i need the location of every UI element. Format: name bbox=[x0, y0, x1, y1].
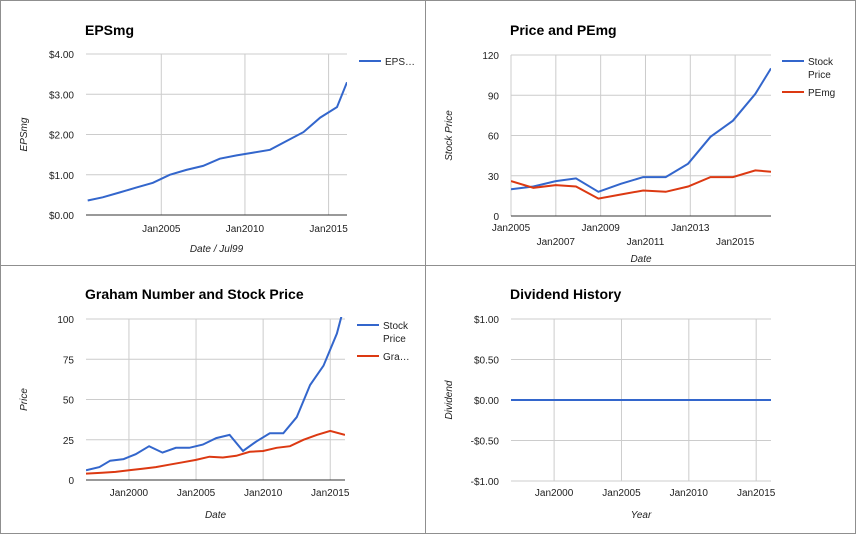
x-tick-label: Jan2009 bbox=[581, 223, 620, 234]
chart-dividend-history: Dividend History -$1.00 -$0.50 $0.00 $0.50 $1… bbox=[444, 286, 776, 521]
y-axis-label: EPSmg bbox=[19, 117, 30, 151]
y-tick-label: $4.00 bbox=[49, 50, 74, 61]
y-tick-label: -$0.50 bbox=[471, 437, 500, 448]
x-tick-label: Jan2005 bbox=[492, 223, 531, 234]
series-line-stock-price bbox=[86, 317, 343, 472]
y-tick-label: $2.00 bbox=[49, 131, 74, 142]
x-tick-label: Jan2000 bbox=[110, 488, 149, 499]
y-tick-label: 90 bbox=[488, 91, 500, 102]
x-tick-label: Jan2015 bbox=[309, 224, 348, 235]
series-line-stock-price bbox=[511, 67, 771, 193]
y-tick-label: 100 bbox=[57, 315, 74, 326]
series-line-gra bbox=[86, 429, 345, 475]
x-tick-label: Jan2005 bbox=[177, 488, 216, 499]
chart-price-pemg: Price and PEmg 0 30 60 90 120 Jan2005 Jan2007 Ja… bbox=[444, 22, 835, 265]
x-axis-label: Year bbox=[631, 510, 652, 521]
chart-title: Price and PEmg bbox=[510, 22, 617, 38]
chart-title: Dividend History bbox=[510, 286, 621, 302]
series-line-pemg bbox=[511, 169, 771, 200]
y-tick-label: $3.00 bbox=[49, 90, 74, 101]
x-tick-label: Jan2010 bbox=[670, 488, 709, 499]
y-tick-label: $0.50 bbox=[474, 356, 499, 367]
chart-panel-dividend: Dividend History -$1.00 -$0.50 $0.00 $0.50 $1… bbox=[425, 265, 856, 534]
y-tick-label: 120 bbox=[482, 51, 499, 62]
y-tick-label: 25 bbox=[63, 436, 75, 447]
y-axis-label: Dividend bbox=[444, 380, 455, 419]
x-tick-label: Jan2010 bbox=[226, 224, 265, 235]
legend-label: Stock Price bbox=[808, 57, 834, 81]
legend-label: Stock Price bbox=[383, 321, 409, 345]
chart-panel-epsmg: EPSmg $0.00 $1.00 $2.00 $3.00 $4.00 Jan2005 Jan… bbox=[0, 0, 426, 266]
x-tick-label: Jan2015 bbox=[737, 488, 776, 499]
legend-label: Gra… bbox=[383, 352, 410, 363]
x-tick-label: Jan2005 bbox=[602, 488, 641, 499]
y-tick-label: $0.00 bbox=[49, 211, 74, 222]
chart-panel-price-pemg: Price and PEmg 0 30 60 90 120 Jan2005 Jan2007 Ja… bbox=[425, 0, 856, 266]
y-axis-label: Stock Price bbox=[444, 110, 455, 161]
chart-title: Graham Number and Stock Price bbox=[85, 286, 304, 302]
x-tick-label: Jan2015 bbox=[716, 237, 755, 248]
x-tick-label: Jan2010 bbox=[244, 488, 283, 499]
y-tick-label: 30 bbox=[488, 172, 500, 183]
legend-label: PEmg bbox=[808, 88, 835, 99]
y-tick-label: -$1.00 bbox=[471, 477, 500, 488]
y-tick-label: $1.00 bbox=[474, 315, 499, 326]
x-axis-label: Date / Jul99 bbox=[190, 244, 244, 255]
x-axis-label: Date bbox=[205, 510, 227, 521]
x-tick-label: Jan2007 bbox=[537, 237, 576, 248]
series-line-eps bbox=[87, 81, 347, 202]
chart-panel-graham: Graham Number and Stock Price 0 25 50 75 100 J… bbox=[0, 265, 426, 534]
y-tick-label: 75 bbox=[63, 355, 75, 366]
y-tick-label: 60 bbox=[488, 132, 500, 143]
x-tick-label: Jan2011 bbox=[627, 237, 665, 248]
x-tick-label: Jan2015 bbox=[311, 488, 350, 499]
chart-epsmg: EPSmg $0.00 $1.00 $2.00 $3.00 $4.00 Jan2005 Jan… bbox=[19, 22, 415, 255]
x-tick-label: Jan2005 bbox=[142, 224, 181, 235]
y-tick-label: 0 bbox=[493, 212, 499, 223]
x-tick-label: Jan2000 bbox=[535, 488, 574, 499]
y-axis-label: Price bbox=[19, 388, 30, 411]
y-tick-label: $0.00 bbox=[474, 396, 499, 407]
legend-label: EPS… bbox=[385, 57, 415, 68]
x-axis-label: Date bbox=[630, 254, 652, 265]
x-tick-label: Jan2013 bbox=[671, 223, 710, 234]
y-tick-label: 50 bbox=[63, 396, 75, 407]
chart-graham-number: Graham Number and Stock Price 0 25 50 75 100 J… bbox=[19, 286, 410, 521]
chart-title: EPSmg bbox=[85, 22, 134, 38]
y-tick-label: $1.00 bbox=[49, 171, 74, 182]
y-tick-label: 0 bbox=[68, 476, 74, 487]
